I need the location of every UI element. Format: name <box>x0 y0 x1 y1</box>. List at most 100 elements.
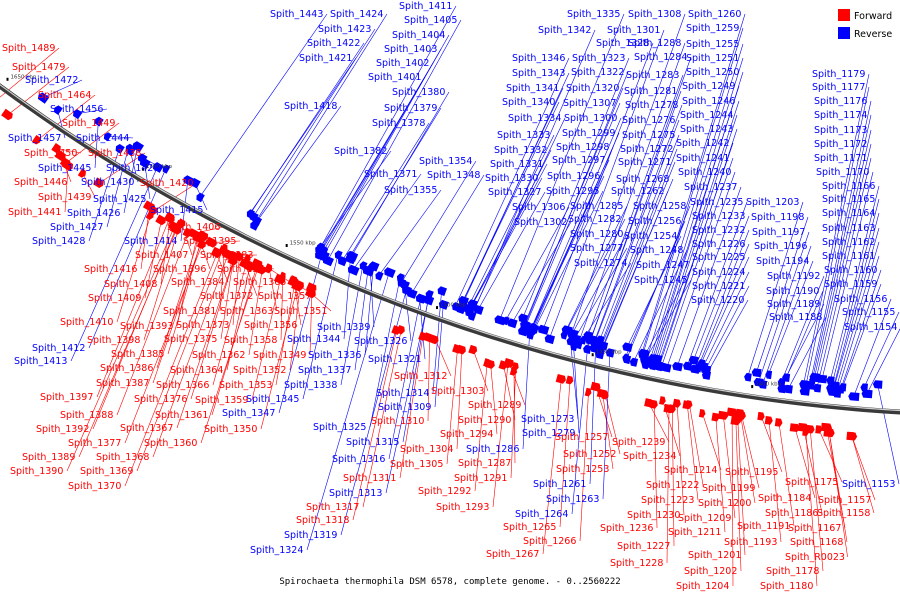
gene-label-spith_1365: Spith_1365 <box>233 277 286 288</box>
gene-arrow <box>711 412 720 422</box>
gene-label-spith_1377: Spith_1377 <box>68 438 121 449</box>
gene-label-spith_1428: Spith_1428 <box>32 236 85 247</box>
gene-arrow <box>537 324 550 335</box>
gene-label-spith_1195: Spith_1195 <box>725 467 778 478</box>
gene-arrow <box>629 357 639 367</box>
connector-line <box>566 218 626 331</box>
gene-label-spith_1324: Spith_1324 <box>250 545 303 556</box>
gene-label-spith_1354: Spith_1354 <box>419 156 472 167</box>
connector-line <box>579 392 589 542</box>
gene-label-spith_1423: Spith_1423 <box>318 24 371 35</box>
connector-line <box>66 226 175 472</box>
gene-arrow <box>54 149 66 162</box>
gene-label-spith_1333: Spith_1333 <box>497 130 550 141</box>
gene-label-spith_1420: Spith_1420 <box>140 178 193 189</box>
gene-label-spith_1369: Spith_1369 <box>80 466 133 477</box>
gene-arrow <box>53 105 63 115</box>
connector-line <box>835 241 880 390</box>
gene-label-spith_1337: Spith_1337 <box>298 365 351 376</box>
gene-label-spith_1226: Spith_1226 <box>692 239 745 250</box>
connector-line <box>703 271 750 367</box>
gene-label-spith_1271: Spith_1271 <box>618 157 671 168</box>
gene-label-spith_1222: Spith_1222 <box>646 480 699 491</box>
gene-label-spith_1312: Spith_1312 <box>394 371 447 382</box>
connector-line <box>399 336 424 479</box>
gene-label-spith_1166: Spith_1166 <box>822 181 875 192</box>
gene-label-spith_1328: Spith_1328 <box>596 38 649 49</box>
gene-label-spith_1449: Spith_1449 <box>62 118 115 129</box>
gene-label-spith_1355: Spith_1355 <box>384 185 437 196</box>
gene-label-spith_1318: Spith_1318 <box>296 515 349 526</box>
gene-arrow <box>583 344 592 354</box>
connector-line <box>697 243 750 369</box>
gene-label-spith_1325: Spith_1325 <box>313 422 366 433</box>
gene-label-spith_1192: Spith_1192 <box>767 271 820 282</box>
gene-arrow <box>698 409 706 418</box>
gene-label-spith_1375: Spith_1375 <box>164 334 217 345</box>
gene-arrow <box>764 416 773 425</box>
gene-arrow <box>701 370 711 380</box>
gene-arrow <box>663 403 674 414</box>
gene-label-spith_1489: Spith_1489 <box>2 43 55 54</box>
gene-arrow <box>142 200 155 212</box>
gene-arrow <box>155 214 166 226</box>
gene-label-spith_1401: Spith_1401 <box>368 72 421 83</box>
connector-line <box>306 272 390 551</box>
gene-label-spith_1314: Spith_1314 <box>376 388 429 399</box>
connector-line <box>320 150 392 248</box>
gene-label-spith_1254: Spith_1254 <box>624 231 677 242</box>
connector-line <box>400 160 477 283</box>
gene-label-spith_1176: Spith_1176 <box>814 96 867 107</box>
gene-arrow <box>61 159 74 171</box>
gene-label-spith_1297: Spith_1297 <box>552 155 605 166</box>
connector-line <box>388 298 421 460</box>
connector-line <box>811 114 872 381</box>
connector-line <box>454 57 570 307</box>
gene-arrow <box>51 143 61 154</box>
connector-line <box>768 420 782 543</box>
gene-arrow <box>359 261 368 271</box>
connector-line <box>563 205 628 336</box>
gene-arrow <box>848 392 860 401</box>
gene-label-spith_1441: Spith_1441 <box>8 207 61 218</box>
connector-line <box>156 236 200 369</box>
connector-line <box>676 186 742 367</box>
gene-arrow <box>246 209 255 219</box>
connector-line <box>427 337 430 422</box>
gene-label-spith_1164: Spith_1164 <box>822 208 875 219</box>
gene-label-spith_1266: Spith_1266 <box>523 536 576 547</box>
connector-line <box>467 134 555 309</box>
gene-label-spith_1351: Spith_1351 <box>274 306 327 317</box>
connector-line <box>249 57 357 214</box>
gene-arrow <box>682 400 692 410</box>
gene-label-spith_1359: Spith_1359 <box>195 395 248 406</box>
scale-tick-label: 1550 kbp <box>290 241 316 247</box>
gene-label-spith_1382: Spith_1382 <box>334 146 387 157</box>
gene-label-spith_1214: Spith_1214 <box>664 465 717 476</box>
gene-label-spith_1368: Spith_1368 <box>96 452 149 463</box>
connector-line <box>524 87 624 325</box>
gene-label-spith_1374: Spith_1374 <box>217 264 270 275</box>
gene-label-spith_1430: Spith_1430 <box>81 177 134 188</box>
gene-arrow <box>651 354 663 364</box>
gene-arrow <box>784 384 793 394</box>
gene-arrow <box>418 331 427 341</box>
gene-arrow <box>431 335 439 345</box>
connector-line <box>531 159 610 328</box>
gene-label-spith_1346: Spith_1346 <box>512 53 565 64</box>
connector-line <box>143 225 180 341</box>
connector-line <box>36 94 96 141</box>
gene-label-spith_1340: Spith_1340 <box>502 97 555 108</box>
gene-label-spith_1286: Spith_1286 <box>466 444 519 455</box>
gene-label-spith_1409: Spith_1409 <box>88 293 141 304</box>
connector-line <box>280 276 284 341</box>
gene-label-spith_1227: Spith_1227 <box>617 541 670 552</box>
legend-reverse-swatch <box>838 27 850 39</box>
gene-label-spith_1173: Spith_1173 <box>814 125 867 136</box>
gene-arrow <box>196 239 206 249</box>
gene-label-spith_1154: Spith_1154 <box>844 322 897 333</box>
connector-line <box>200 268 259 444</box>
scale-tick-mark <box>6 77 9 81</box>
connector-line <box>404 284 412 342</box>
